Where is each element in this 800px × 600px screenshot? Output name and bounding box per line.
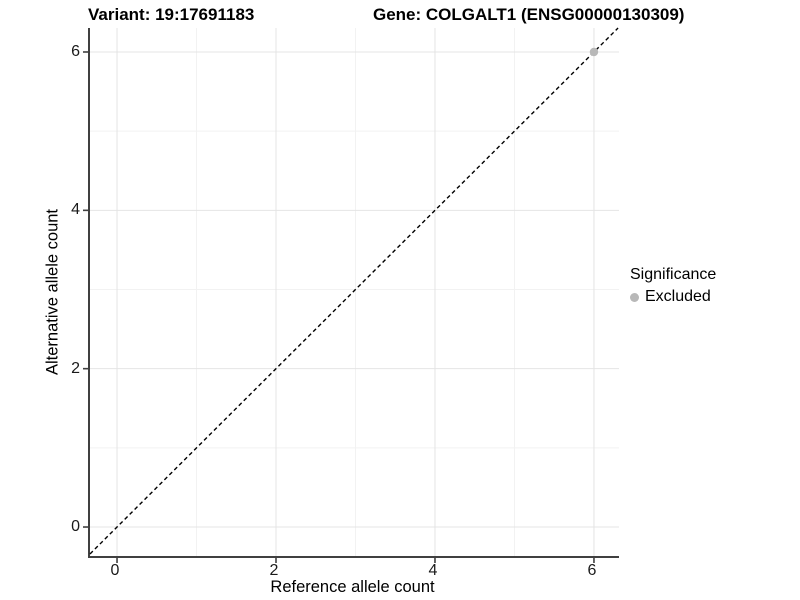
legend-title: Significance — [630, 266, 717, 283]
x-tick-label-2: 2 — [269, 562, 279, 579]
y-tick-label-4: 4 — [71, 201, 80, 218]
legend-point-swatch-icon — [630, 292, 639, 302]
plot-area-svg — [83, 27, 619, 563]
x-tick-label-0: 0 — [110, 562, 120, 579]
y-tick-label-0: 0 — [71, 518, 80, 535]
plot-title-gene: Gene: COLGALT1 (ENSG00000130309) — [373, 5, 685, 24]
y-tick-label-2: 2 — [71, 360, 80, 377]
y-tick-label-6: 6 — [71, 43, 80, 60]
x-tick-label-4: 4 — [428, 562, 438, 579]
legend-item-excluded: Excluded — [630, 288, 716, 306]
data-point — [589, 47, 599, 57]
x-tick-label-6: 6 — [587, 562, 597, 579]
legend: Significance Excluded — [630, 265, 716, 306]
legend-item-label: Excluded — [645, 288, 711, 305]
plot-title-variant: Variant: 19:17691183 — [88, 5, 255, 24]
y-axis-title: Alternative allele count — [43, 208, 62, 376]
x-axis-title: Reference allele count — [270, 578, 435, 596]
plot-panel — [83, 27, 619, 563]
